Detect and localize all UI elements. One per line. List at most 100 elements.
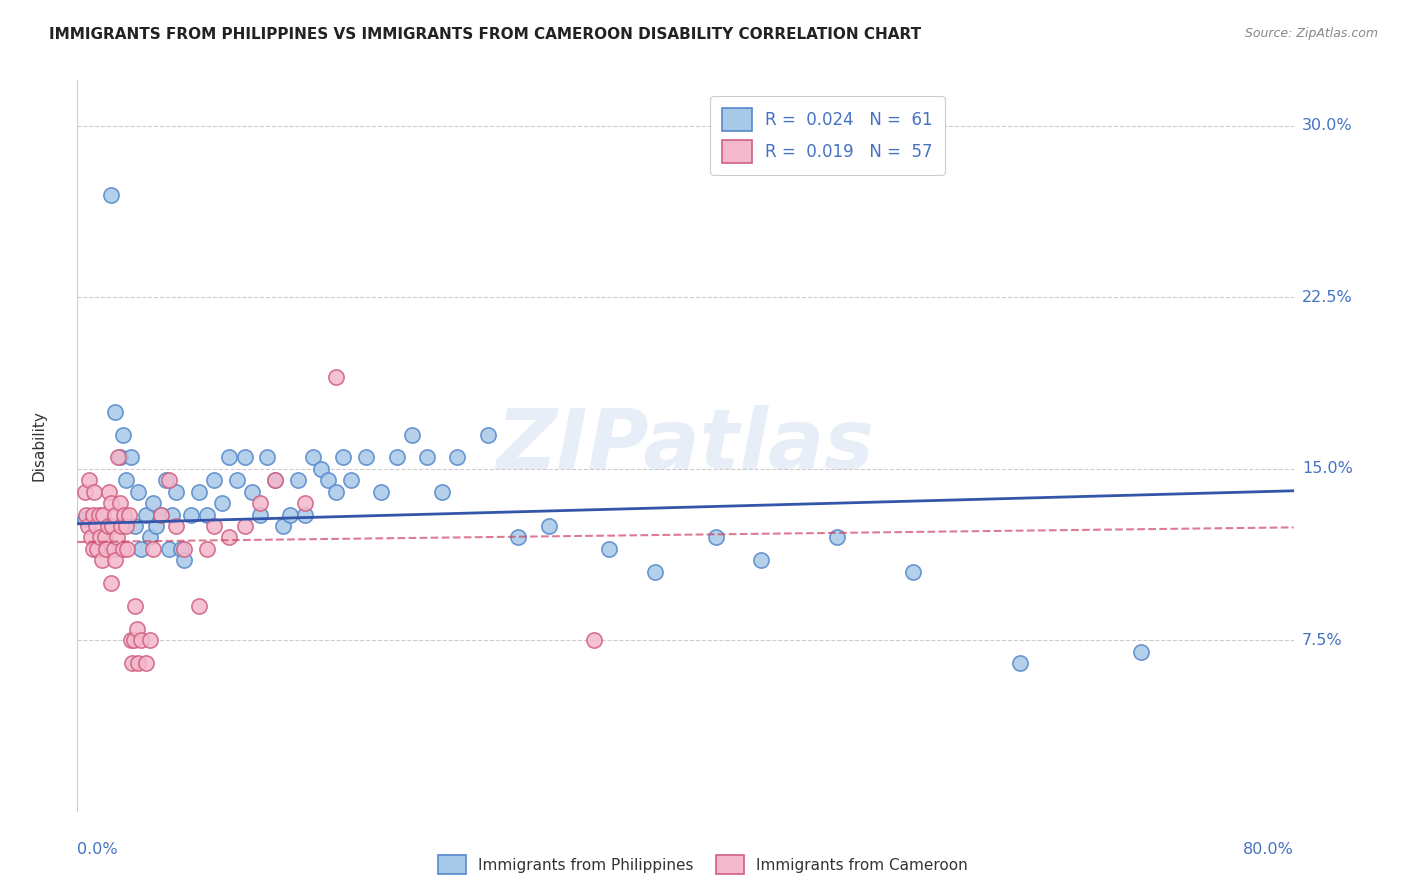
Point <box>90 553 112 567</box>
Point <box>155 473 177 487</box>
Point <box>114 508 136 522</box>
Point <box>139 530 162 544</box>
Point <box>127 656 149 670</box>
Point <box>202 473 225 487</box>
Point <box>598 541 620 556</box>
Point <box>188 484 211 499</box>
Point <box>108 496 131 510</box>
Point <box>446 450 468 465</box>
Point <box>218 450 240 465</box>
Point <box>302 450 325 465</box>
Point <box>73 512 96 526</box>
Point <box>202 519 225 533</box>
Point <box>125 622 148 636</box>
Point <box>226 473 249 487</box>
Text: 80.0%: 80.0% <box>1243 842 1294 857</box>
Text: 15.0%: 15.0% <box>1302 461 1353 476</box>
Point <box>157 541 180 556</box>
Point <box>111 427 134 442</box>
Point <box>173 553 195 567</box>
Point <box>430 484 453 499</box>
Point <box>1008 656 1031 670</box>
Text: 7.5%: 7.5% <box>1302 632 1343 648</box>
Point <box>127 484 149 499</box>
Point <box>82 508 104 522</box>
Point <box>385 450 408 465</box>
Text: 0.0%: 0.0% <box>77 842 118 857</box>
Point <box>240 484 263 499</box>
Point <box>233 519 256 533</box>
Point <box>145 519 167 533</box>
Point <box>173 541 195 556</box>
Point <box>1130 645 1153 659</box>
Point <box>165 519 187 533</box>
Point <box>264 473 287 487</box>
Point <box>332 450 354 465</box>
Point <box>233 450 256 465</box>
Point <box>104 508 127 522</box>
Point <box>340 473 363 487</box>
Point <box>84 519 107 533</box>
Point <box>135 656 157 670</box>
Point <box>86 541 108 556</box>
Point <box>93 530 115 544</box>
Point <box>416 450 439 465</box>
Point <box>124 599 146 613</box>
Point <box>903 565 925 579</box>
Point <box>129 633 152 648</box>
Point <box>142 496 165 510</box>
Point <box>103 541 125 556</box>
Point <box>142 541 165 556</box>
Text: ZIPatlas: ZIPatlas <box>496 406 875 486</box>
Text: 30.0%: 30.0% <box>1302 119 1353 134</box>
Point <box>477 427 499 442</box>
Point <box>96 541 118 556</box>
Point <box>325 484 347 499</box>
Point <box>82 541 104 556</box>
Legend: R =  0.024   N =  61, R =  0.019   N =  57: R = 0.024 N = 61, R = 0.019 N = 57 <box>710 96 945 175</box>
Point <box>180 508 202 522</box>
Point <box>100 576 122 591</box>
Point <box>704 530 727 544</box>
Point <box>256 450 278 465</box>
Point <box>120 450 142 465</box>
Point <box>508 530 530 544</box>
Point <box>195 541 218 556</box>
Point <box>294 508 316 522</box>
Point <box>89 530 111 544</box>
Point <box>97 519 120 533</box>
Point <box>77 519 100 533</box>
Point <box>121 656 143 670</box>
Point <box>354 450 377 465</box>
Point <box>101 519 124 533</box>
Point <box>118 508 141 522</box>
Point <box>157 473 180 487</box>
Point <box>271 519 294 533</box>
Point <box>218 530 240 544</box>
Point <box>111 541 134 556</box>
Point <box>117 541 139 556</box>
Text: IMMIGRANTS FROM PHILIPPINES VS IMMIGRANTS FROM CAMEROON DISABILITY CORRELATION C: IMMIGRANTS FROM PHILIPPINES VS IMMIGRANT… <box>49 27 921 42</box>
Point <box>79 473 101 487</box>
Point <box>91 508 114 522</box>
Text: 22.5%: 22.5% <box>1302 290 1353 305</box>
Point <box>160 508 183 522</box>
Point <box>170 541 193 556</box>
Point <box>165 484 187 499</box>
Point <box>249 496 271 510</box>
Point <box>401 427 423 442</box>
Point <box>644 565 666 579</box>
Point <box>370 484 392 499</box>
Point <box>98 484 121 499</box>
Point <box>135 508 157 522</box>
Point <box>583 633 606 648</box>
Point <box>100 187 122 202</box>
Text: Source: ZipAtlas.com: Source: ZipAtlas.com <box>1244 27 1378 40</box>
Point <box>537 519 560 533</box>
Legend: Immigrants from Philippines, Immigrants from Cameroon: Immigrants from Philippines, Immigrants … <box>432 849 974 880</box>
Point <box>104 405 127 419</box>
Point <box>105 530 128 544</box>
Point <box>120 633 142 648</box>
Point <box>188 599 211 613</box>
Point <box>107 450 129 465</box>
